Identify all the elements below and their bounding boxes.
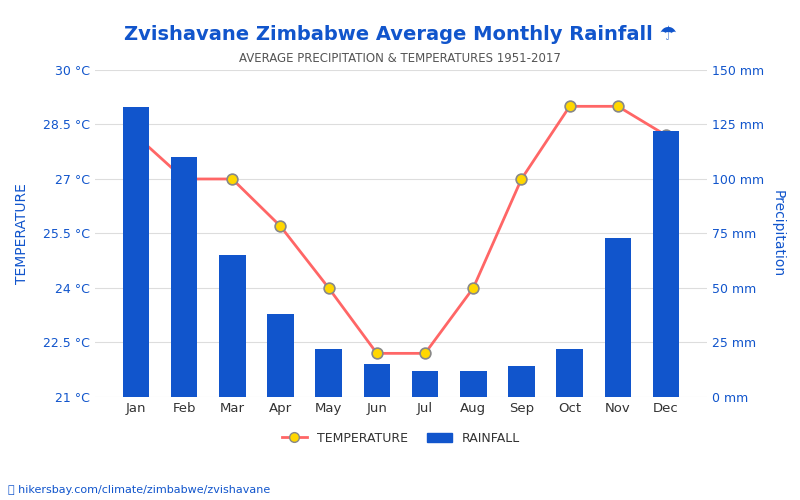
Point — [515, 175, 528, 183]
Bar — [557, 349, 583, 397]
Point — [660, 132, 673, 140]
Legend: TEMPERATURE, RAINFALL: TEMPERATURE, RAINFALL — [277, 426, 525, 450]
Y-axis label: TEMPERATURE: TEMPERATURE — [15, 183, 29, 284]
Point — [178, 175, 190, 183]
Bar — [460, 371, 486, 397]
Point — [130, 132, 142, 140]
Bar — [170, 157, 198, 397]
Bar — [267, 314, 294, 397]
Text: Zvishavane Zimbabwe Average Monthly Rainfall ☂: Zvishavane Zimbabwe Average Monthly Rain… — [123, 25, 677, 44]
Bar — [364, 364, 390, 397]
Point — [274, 222, 287, 230]
Bar — [412, 371, 438, 397]
Text: AVERAGE PRECIPITATION & TEMPERATURES 1951-2017: AVERAGE PRECIPITATION & TEMPERATURES 195… — [239, 52, 561, 66]
Bar — [219, 256, 246, 397]
Bar — [315, 349, 342, 397]
Y-axis label: Precipitation: Precipitation — [771, 190, 785, 277]
Bar — [653, 131, 679, 397]
Point — [322, 284, 335, 292]
Point — [611, 102, 624, 110]
Bar — [122, 107, 149, 397]
Point — [467, 284, 480, 292]
Point — [226, 175, 238, 183]
Bar — [508, 366, 534, 397]
Bar — [605, 238, 631, 397]
Point — [370, 350, 383, 358]
Point — [418, 350, 431, 358]
Point — [563, 102, 576, 110]
Text: 📍 hikersbay.com/climate/zimbabwe/zvishavane: 📍 hikersbay.com/climate/zimbabwe/zvishav… — [8, 485, 270, 495]
